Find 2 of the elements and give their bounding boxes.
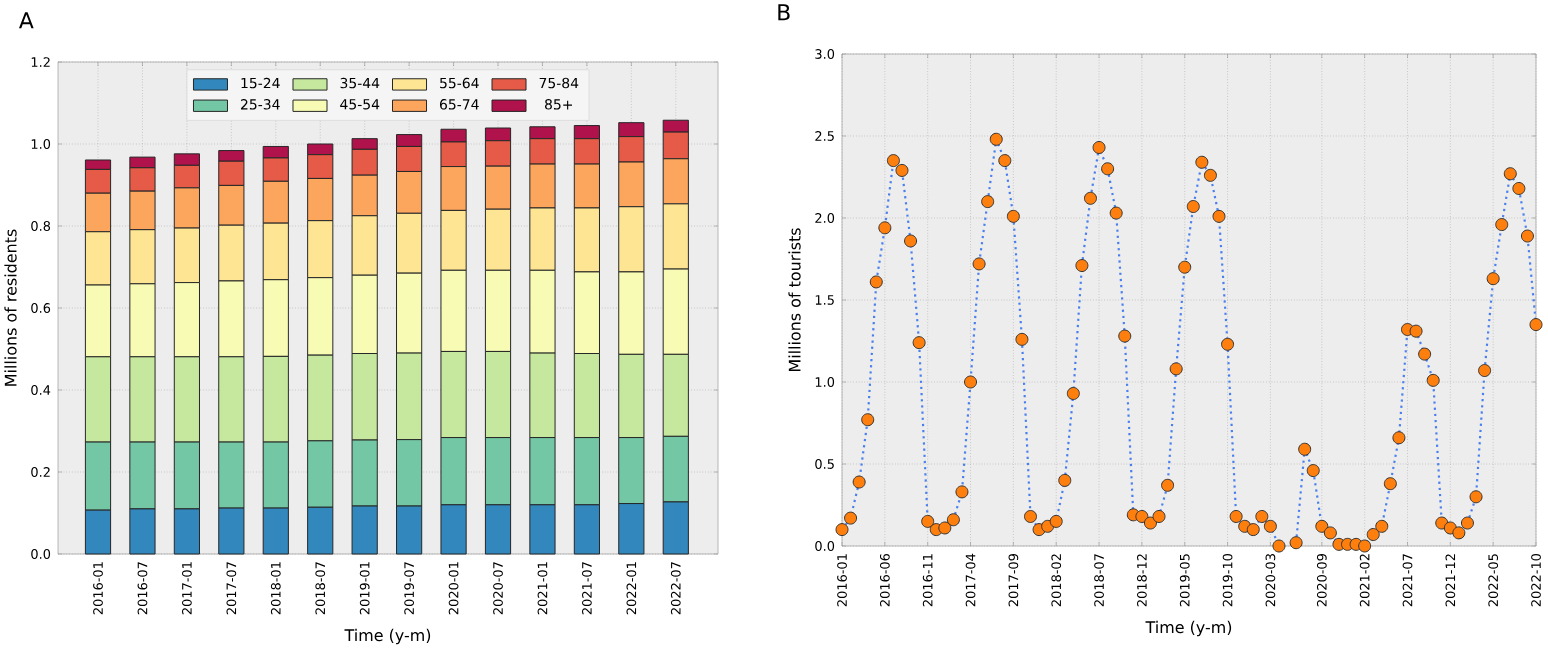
chart-title: A — [18, 12, 34, 29]
chart-title: B — [778, 4, 790, 21]
